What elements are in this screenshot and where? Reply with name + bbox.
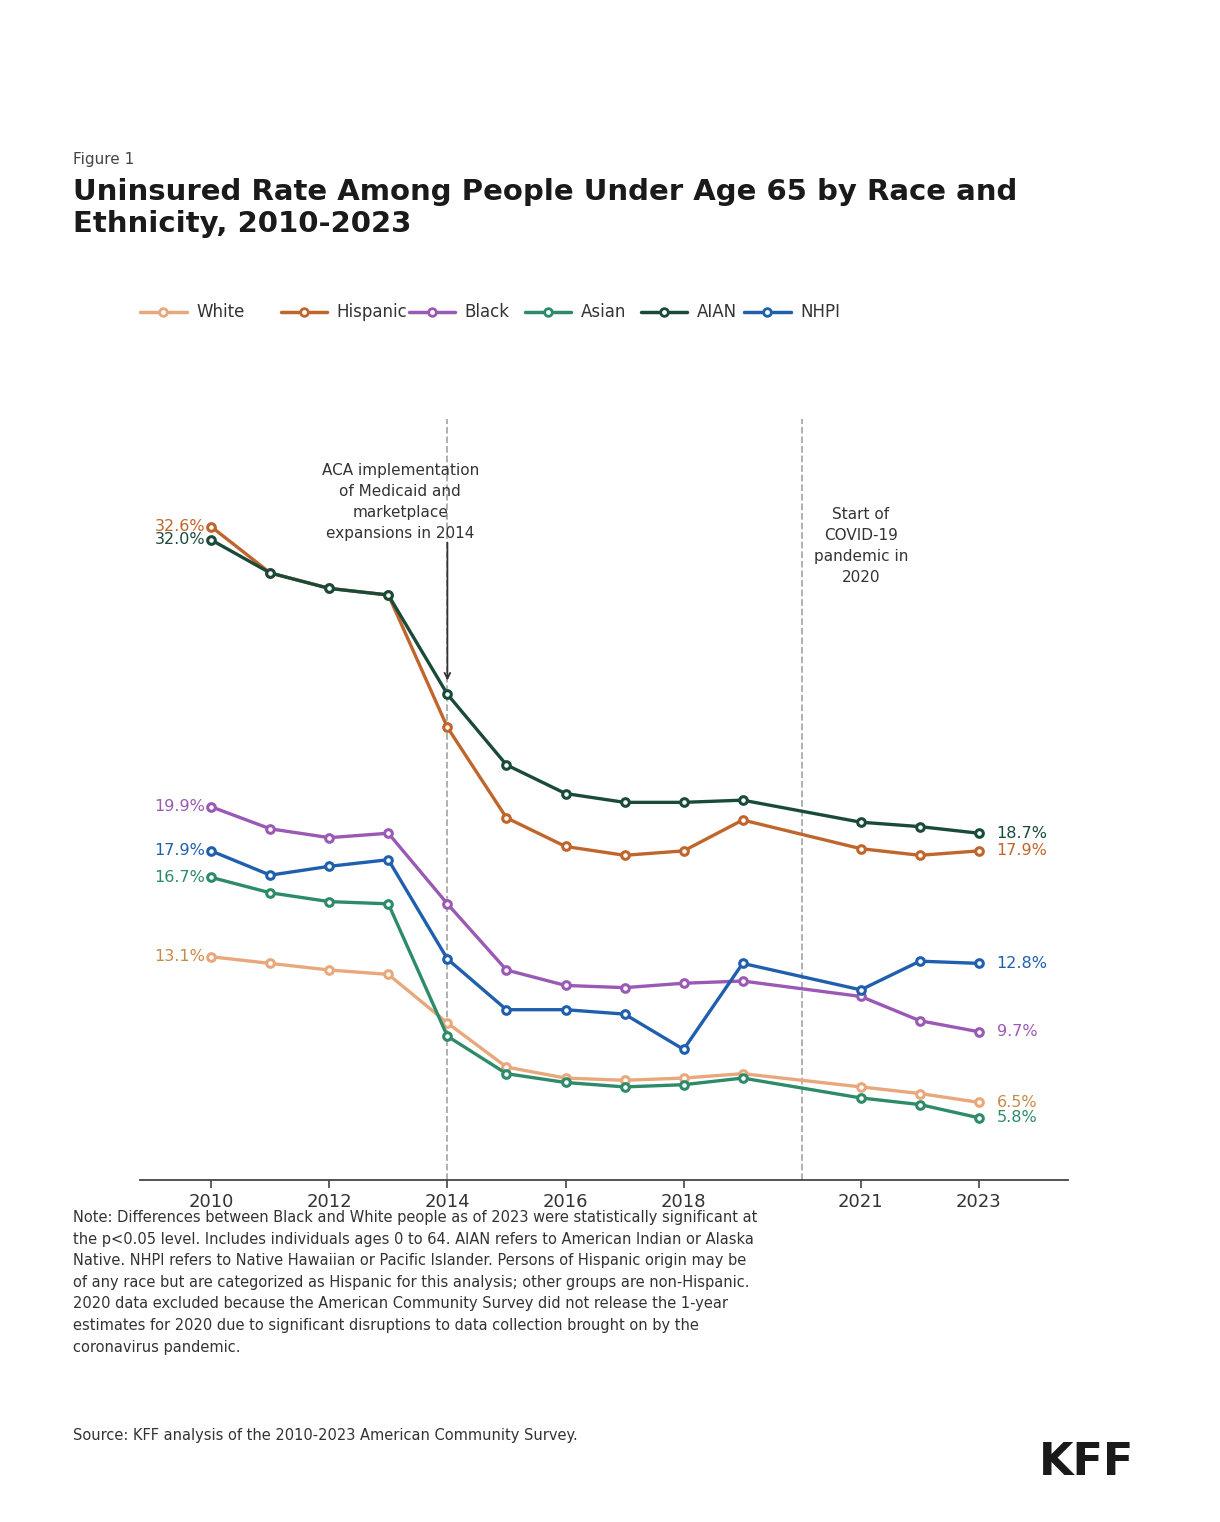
Text: Start of
COVID-19
pandemic in
2020: Start of COVID-19 pandemic in 2020 [814, 507, 908, 584]
Text: Hispanic: Hispanic [337, 303, 407, 321]
Text: White: White [196, 303, 245, 321]
Text: NHPI: NHPI [800, 303, 841, 321]
Text: 5.8%: 5.8% [997, 1110, 1037, 1125]
Text: 32.6%: 32.6% [155, 519, 205, 534]
Text: Note: Differences between Black and White people as of 2023 were statistically s: Note: Differences between Black and Whit… [73, 1210, 758, 1355]
Text: 12.8%: 12.8% [997, 956, 1048, 971]
Text: KFF: KFF [1039, 1441, 1135, 1484]
Text: AIAN: AIAN [697, 303, 737, 321]
Text: ACA implementation
of Medicaid and
marketplace
expansions in 2014: ACA implementation of Medicaid and marke… [322, 463, 478, 540]
Text: Source: KFF analysis of the 2010-2023 American Community Survey.: Source: KFF analysis of the 2010-2023 Am… [73, 1428, 578, 1443]
Text: Figure 1: Figure 1 [73, 152, 134, 167]
Text: 16.7%: 16.7% [155, 871, 205, 884]
Text: 9.7%: 9.7% [997, 1024, 1037, 1040]
Text: Black: Black [465, 303, 510, 321]
Text: 17.9%: 17.9% [997, 843, 1048, 858]
Text: 6.5%: 6.5% [997, 1094, 1037, 1110]
Text: Uninsured Rate Among People Under Age 65 by Race and
Ethnicity, 2010-2023: Uninsured Rate Among People Under Age 65… [73, 178, 1017, 239]
Text: 18.7%: 18.7% [997, 826, 1048, 840]
Text: 13.1%: 13.1% [155, 950, 205, 965]
Text: 19.9%: 19.9% [155, 799, 205, 814]
Text: 32.0%: 32.0% [155, 533, 205, 548]
Text: 17.9%: 17.9% [155, 843, 205, 858]
Text: Asian: Asian [581, 303, 626, 321]
